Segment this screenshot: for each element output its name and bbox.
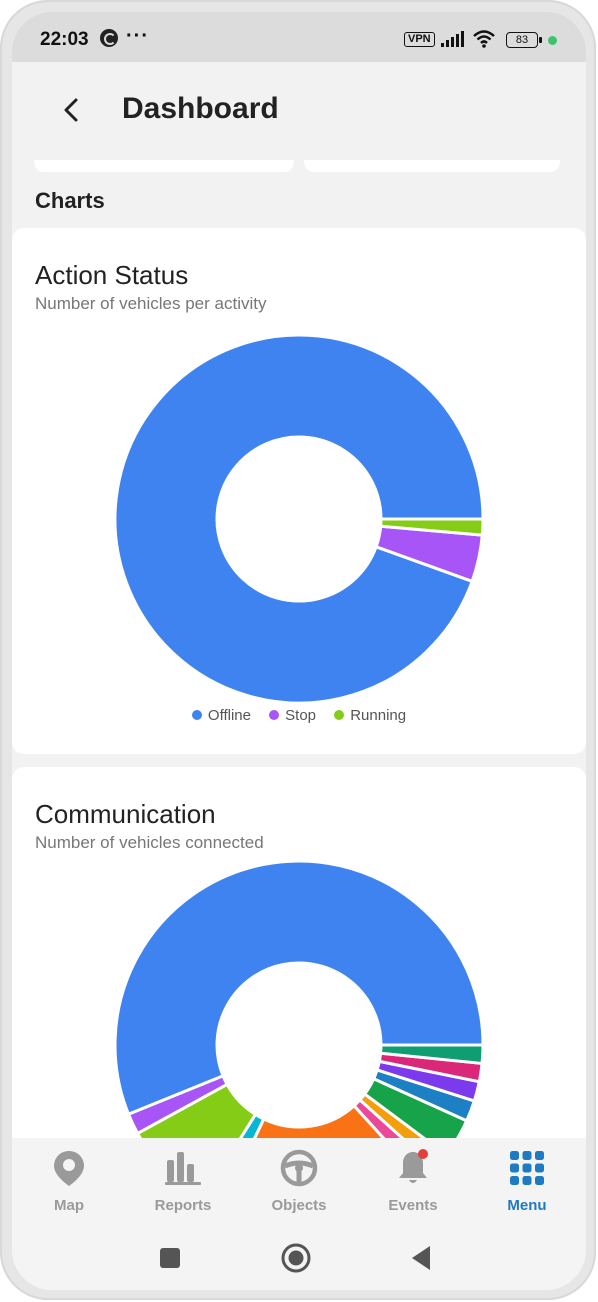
- nav-label: Events: [388, 1197, 438, 1214]
- legend-dot: [191, 710, 202, 720]
- legend-item-stop[interactable]: Stop: [269, 707, 316, 724]
- section-title: Charts: [35, 188, 105, 213]
- status-time: 22:03: [40, 29, 89, 50]
- summary-card-right[interactable]: [304, 160, 560, 172]
- card-subtitle: Number of vehicles per activity: [35, 294, 267, 313]
- legend-item-running[interactable]: Running: [334, 707, 406, 724]
- communication-slice-12[interactable]: [379, 1043, 485, 1065]
- signal-icon: [441, 31, 464, 47]
- status-bar: 22:03 ··· VPN 83: [12, 12, 586, 62]
- nav-item-events[interactable]: Events: [358, 1148, 468, 1214]
- map-pin-icon: [54, 1151, 84, 1186]
- circle-icon[interactable]: [280, 1242, 312, 1274]
- bell-icon: [399, 1149, 428, 1183]
- vpn-icon: VPN: [404, 32, 435, 47]
- more-notifications-icon: ···: [126, 25, 149, 47]
- legend-label: Running: [350, 707, 407, 724]
- nav-item-objects[interactable]: Objects: [244, 1148, 354, 1214]
- communication-donut-chart[interactable]: [12, 767, 586, 1167]
- summary-card-left[interactable]: [34, 160, 294, 172]
- battery-icon: 83: [506, 32, 542, 48]
- legend-label: Offline: [207, 707, 251, 724]
- nav-label: Objects: [271, 1197, 327, 1214]
- card-title: Communication: [35, 799, 216, 829]
- legend-dot: [269, 710, 280, 720]
- nav-label: Reports: [154, 1197, 212, 1214]
- action-status-slice-offline[interactable]: [113, 333, 485, 705]
- grid-icon: [510, 1151, 544, 1185]
- triangle-back-icon[interactable]: [410, 1244, 434, 1272]
- chart-legend: Offline Stop Running: [12, 707, 586, 724]
- bottom-navigation: Map Reports Objects: [12, 1138, 586, 1224]
- nav-label: Map: [54, 1197, 84, 1214]
- system-navigation-bar: [12, 1224, 586, 1290]
- communication-slice-1[interactable]: [113, 859, 485, 1116]
- legend-label: Stop: [285, 707, 317, 724]
- bar-chart-icon: [165, 1152, 201, 1185]
- communication-card: Communication Number of vehicles connect…: [12, 767, 586, 1167]
- steering-wheel-icon: [280, 1149, 318, 1187]
- header: Dashboard: [12, 62, 586, 162]
- nav-item-reports[interactable]: Reports: [128, 1148, 238, 1214]
- square-icon[interactable]: [158, 1246, 182, 1270]
- page-title: Dashboard: [122, 92, 279, 125]
- action-status-slice-running[interactable]: [379, 517, 485, 537]
- nav-item-menu[interactable]: Menu: [472, 1148, 582, 1214]
- nav-item-map[interactable]: Map: [14, 1148, 124, 1214]
- wifi-icon: [473, 30, 495, 48]
- screen: 22:03 ··· VPN 83 Dashboard Charts Action: [12, 12, 586, 1290]
- action-status-card: Action Status Number of vehicles per act…: [12, 228, 586, 754]
- card-title: Action Status: [35, 260, 189, 290]
- app-notification-icon: [100, 29, 118, 47]
- privacy-indicator-dot: [548, 36, 557, 45]
- legend-item-offline[interactable]: Offline: [191, 707, 251, 724]
- nav-label: Menu: [507, 1197, 547, 1214]
- legend-dot: [334, 710, 345, 720]
- action-status-donut-chart[interactable]: [12, 228, 586, 754]
- chevron-left-icon[interactable]: [56, 92, 84, 128]
- card-subtitle: Number of vehicles connected: [35, 833, 264, 852]
